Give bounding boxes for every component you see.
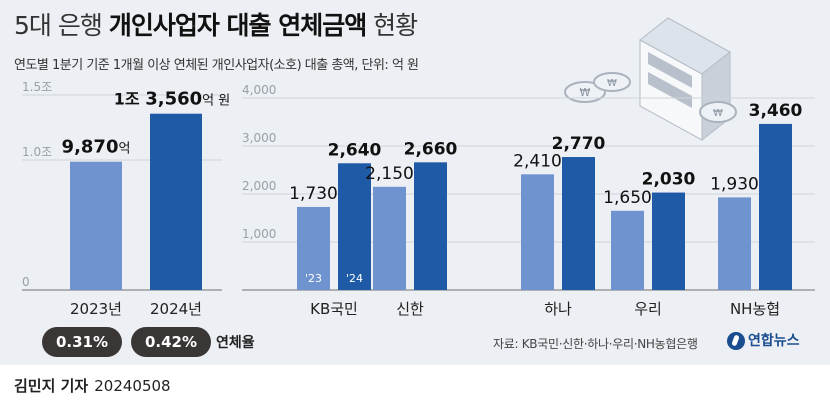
right-x-label: 우리: [634, 300, 662, 318]
left-y-tick-label: 0: [22, 275, 30, 289]
right-value-label: 2,640: [328, 140, 382, 160]
series-label-2024: '24: [346, 272, 363, 285]
source-note: 자료: KB국민·신한·하나·우리·NH농협은행: [493, 337, 698, 351]
right-value-label: 1,730: [289, 184, 338, 204]
left-y-tick-label: 1.0조: [22, 145, 52, 159]
rate-label: 연체율: [216, 335, 255, 351]
right-y-tick-label: 2,000: [242, 179, 276, 193]
series-label-2023: '23: [305, 272, 322, 285]
svg-text:₩: ₩: [607, 78, 617, 89]
svg-text:₩: ₩: [713, 108, 723, 119]
right-bar-우리-'23: [611, 210, 644, 290]
right-value-label: 1,930: [710, 174, 759, 194]
right-y-tick-label: 3,000: [242, 131, 276, 145]
left-bar-2023년: [70, 161, 122, 290]
right-y-tick-label: 4,000: [242, 83, 276, 97]
left-bar-2024년: [150, 113, 202, 290]
right-x-label: 하나: [544, 300, 572, 318]
right-x-label: 신한: [396, 300, 424, 318]
right-value-label: 2,410: [513, 151, 562, 171]
right-value-label: 1,650: [603, 188, 652, 208]
right-bar-신한-'23: [373, 186, 406, 290]
right-x-label: NH농협: [730, 300, 780, 318]
left-value-label-2024: 1조 3,560억 원: [114, 89, 230, 110]
svg-text:₩: ₩: [580, 86, 591, 99]
left-value-label-2023: 9,870억: [62, 137, 131, 158]
chart-subtitle: 연도별 1분기 기준 1개월 이상 연체된 개인사업자(소호) 대출 총액, 단…: [14, 58, 419, 73]
right-bar-NH농협-'24: [759, 123, 792, 290]
left-x-label: 2023년: [70, 300, 122, 318]
rate-badge-2023: 0.31%: [42, 327, 122, 357]
chart-title: 5대 은행 개인사업자 대출 연체금액 현황: [14, 11, 418, 40]
right-value-label: 2,770: [552, 134, 606, 154]
right-bar-신한-'24: [414, 162, 447, 290]
left-y-tick-label: 1.5조: [22, 80, 52, 94]
right-value-label: 2,030: [642, 170, 696, 190]
rate-badge-2024: 0.42%: [131, 327, 211, 357]
left-x-label: 2024년: [150, 300, 202, 318]
right-x-label: KB국민: [310, 300, 358, 318]
right-value-label: 2,660: [404, 139, 458, 159]
right-bar-우리-'24: [652, 192, 685, 290]
right-bar-NH농협-'23: [718, 197, 751, 290]
yonhap-logo: 연합뉴스: [727, 330, 800, 350]
yonhap-logo-icon: [727, 332, 745, 350]
credit-author: 김민지 기자: [14, 377, 89, 395]
right-value-label: 2,150: [365, 164, 414, 184]
right-bar-하나-'23: [521, 174, 554, 290]
credit-line: 김민지 기자 20240508: [14, 375, 171, 396]
right-bar-KB국민-'24: [338, 163, 371, 290]
right-value-label: 3,460: [749, 101, 803, 121]
bank-building-icon: [639, 17, 731, 142]
right-bar-KB국민-'23: [297, 206, 330, 290]
coin-icon: ₩ ₩ ₩: [564, 72, 737, 123]
credit-date: 20240508: [94, 377, 171, 395]
right-bar-하나-'24: [562, 157, 595, 290]
right-y-tick-label: 1,000: [242, 227, 276, 241]
